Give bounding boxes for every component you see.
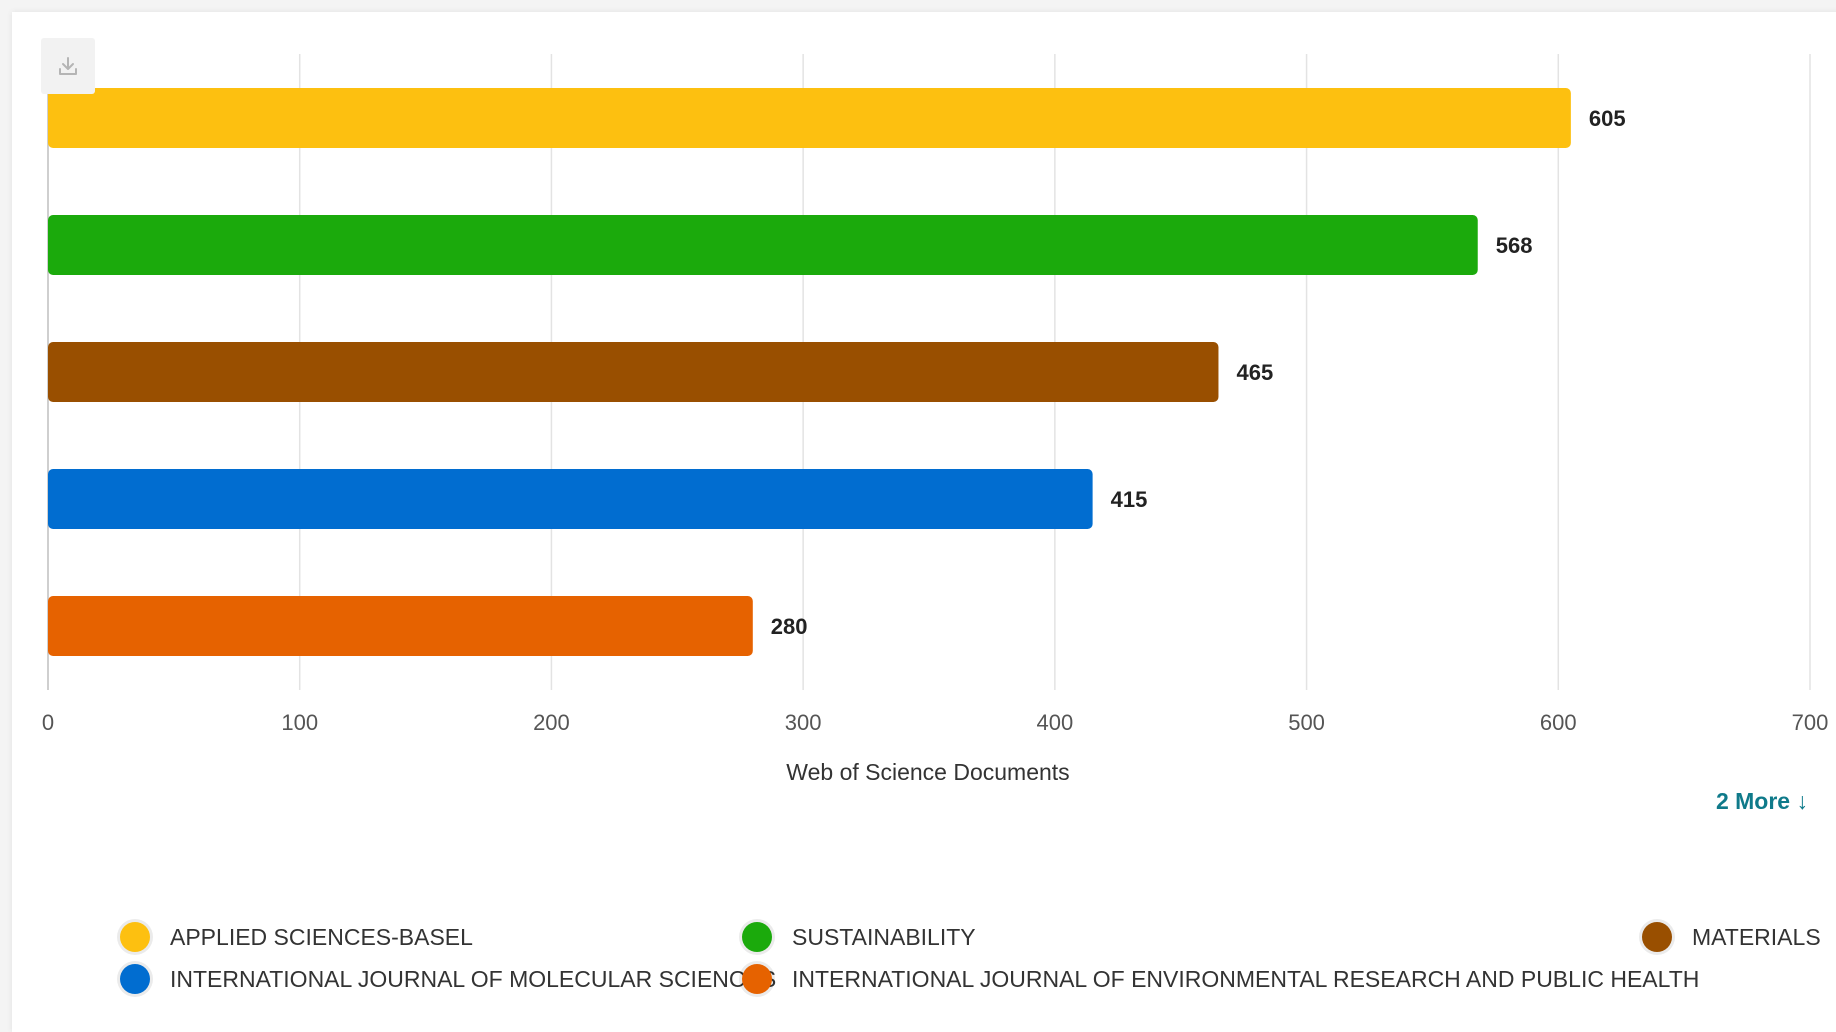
x-tick-label: 600 <box>1540 710 1577 735</box>
show-more-link[interactable]: 2 More ↓ <box>1715 788 1808 814</box>
chart-legend: APPLIED SCIENCES-BASEL SUSTAINABILITY MA… <box>120 922 1821 1012</box>
legend-dot <box>1642 922 1672 952</box>
legend-label: MATERIALS <box>1692 923 1821 950</box>
bar-value-label: 568 <box>1496 233 1533 258</box>
legend-dot <box>120 922 150 952</box>
legend-label: INTERNATIONAL JOURNAL OF MOLECULAR SCIEN… <box>170 965 777 992</box>
x-tick-label: 200 <box>533 710 570 735</box>
bars <box>48 88 1571 656</box>
x-axis-ticks: 0 100 200 300 400 500 600 700 <box>42 710 1828 735</box>
bar[interactable] <box>48 469 1093 529</box>
x-tick-label: 400 <box>1036 710 1073 735</box>
download-icon <box>59 57 77 75</box>
bar-value-label: 415 <box>1111 487 1148 512</box>
bar[interactable] <box>48 215 1478 275</box>
bar[interactable] <box>48 88 1571 148</box>
legend-label: INTERNATIONAL JOURNAL OF ENVIRONMENTAL R… <box>792 965 1700 992</box>
bar-value-label: 605 <box>1589 106 1626 131</box>
legend-dot <box>742 964 772 994</box>
legend-item-sustainability[interactable]: SUSTAINABILITY <box>742 922 976 952</box>
x-axis-title: Web of Science Documents <box>786 759 1069 785</box>
x-tick-label: 500 <box>1288 710 1325 735</box>
bar-value-label: 465 <box>1236 360 1273 385</box>
legend-item-materials[interactable]: MATERIALS <box>1642 922 1821 952</box>
bar[interactable] <box>48 342 1219 402</box>
x-tick-label: 700 <box>1792 710 1829 735</box>
bar[interactable] <box>48 596 753 656</box>
x-tick-label: 300 <box>785 710 822 735</box>
legend-item-applied-sciences-basel[interactable]: APPLIED SCIENCES-BASEL <box>120 922 473 952</box>
legend-label: SUSTAINABILITY <box>792 923 976 950</box>
legend-item-intl-journal-environmental-research[interactable]: INTERNATIONAL JOURNAL OF ENVIRONMENTAL R… <box>742 964 1699 994</box>
legend-dot <box>120 964 150 994</box>
legend-item-intl-journal-molecular-sciences[interactable]: INTERNATIONAL JOURNAL OF MOLECULAR SCIEN… <box>120 964 776 994</box>
bar-chart: 605 568 465 415 280 0 100 200 300 400 500 600 700 W… <box>42 54 1828 785</box>
legend-label: APPLIED SCIENCES-BASEL <box>170 923 473 950</box>
data-labels: 605 568 465 415 280 <box>771 106 1626 639</box>
x-tick-label: 0 <box>42 710 54 735</box>
bar-value-label: 280 <box>771 614 808 639</box>
x-tick-label: 100 <box>281 710 318 735</box>
legend-dot <box>742 922 772 952</box>
download-button[interactable] <box>41 38 95 94</box>
